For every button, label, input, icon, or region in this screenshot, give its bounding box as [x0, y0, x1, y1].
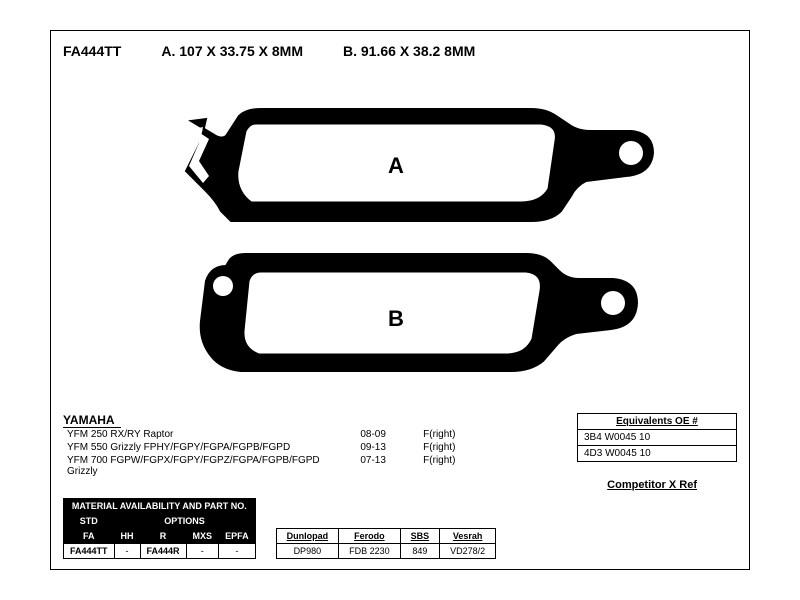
brake-pad-diagram: A B: [51, 81, 749, 401]
fitments-table: YFM 250 RX/RY Raptor 08-09 F(right) YFM …: [63, 428, 503, 478]
competitor-header-row: Dunlopad Ferodo SBS Vesrah: [276, 529, 496, 544]
competitor-header: Competitor X Ref: [607, 479, 697, 491]
header-row: FA444TT A. 107 X 33.75 X 8MM B. 91.66 X …: [63, 43, 737, 59]
equivalents-header: Equivalents OE #: [577, 413, 737, 430]
table-row: YFM 550 Grizzly FPHY/FGPY/FGPA/FGPB/FGPD…: [63, 441, 503, 454]
material-table: MATERIAL AVAILABILITY AND PART NO. STD O…: [63, 498, 256, 559]
equivalent-row: 3B4 W0045 10: [577, 430, 737, 446]
pad-a-label: A: [388, 153, 404, 178]
fitment-brand: YAMAHA: [63, 413, 121, 428]
table-row: YFM 700 FGPW/FGPX/FGPY/FGPZ/FGPA/FGPB/FG…: [63, 454, 503, 478]
dimension-a: A. 107 X 33.75 X 8MM: [161, 43, 303, 59]
competitor-table: Dunlopad Ferodo SBS Vesrah DP980 FDB 223…: [276, 528, 497, 559]
pad-b-label: B: [388, 306, 404, 331]
table-row: YFM 250 RX/RY Raptor 08-09 F(right): [63, 428, 503, 441]
dimension-b: B. 91.66 X 38.2 8MM: [343, 43, 475, 59]
material-title-row: MATERIAL AVAILABILITY AND PART NO.: [64, 499, 256, 514]
equivalents-box: Equivalents OE # 3B4 W0045 10 4D3 W0045 …: [577, 413, 737, 462]
part-number: FA444TT: [63, 43, 121, 59]
material-subheader-row: FA HH R MXS EPFA: [64, 529, 256, 544]
spec-sheet-frame: FA444TT A. 107 X 33.75 X 8MM B. 91.66 X …: [50, 30, 750, 570]
bottom-tables: MATERIAL AVAILABILITY AND PART NO. STD O…: [63, 498, 737, 559]
pad-a: A: [186, 109, 653, 221]
material-group-row: STD OPTIONS: [64, 514, 256, 529]
material-data-row: FA444TT - FA444R - -: [64, 544, 256, 559]
competitor-data-row: DP980 FDB 2230 849 VD278/2: [276, 544, 496, 559]
equivalent-row: 4D3 W0045 10: [577, 446, 737, 462]
pad-b: B: [201, 254, 637, 371]
